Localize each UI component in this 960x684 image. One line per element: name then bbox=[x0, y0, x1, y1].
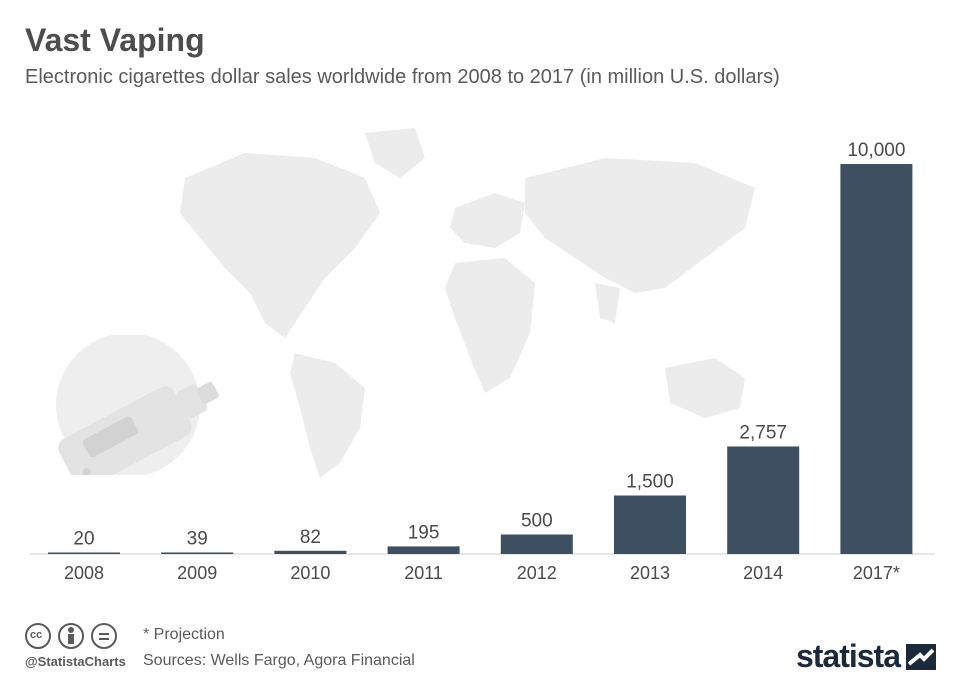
value-label-2014: 2,757 bbox=[739, 422, 787, 443]
bar-2013 bbox=[614, 495, 686, 554]
value-label-2012: 500 bbox=[521, 511, 553, 532]
tick-label-2008: 2008 bbox=[64, 563, 104, 583]
tick-label-2017: 2017* bbox=[853, 563, 900, 583]
tick-label-2014: 2014 bbox=[743, 563, 783, 583]
value-label-2017: 10,000 bbox=[847, 140, 905, 161]
tick-label-2013: 2013 bbox=[630, 563, 670, 583]
tick-label-2010: 2010 bbox=[290, 563, 330, 583]
bar-chart: 20 39 82 195 500 1,500 2,757 10,000 2008 2009 201… bbox=[30, 140, 935, 583]
value-label-2008: 20 bbox=[73, 529, 94, 550]
subtitle: Electronic cigarettes dollar sales world… bbox=[25, 66, 780, 88]
bar-2012 bbox=[500, 534, 573, 554]
bar-2009 bbox=[161, 552, 234, 554]
bar-2011 bbox=[387, 546, 460, 554]
statista-logo-icon bbox=[906, 643, 936, 670]
projection-note: * Projection bbox=[143, 626, 225, 643]
no-derivatives-icon bbox=[91, 623, 117, 649]
statista-handle[interactable]: @StatistaCharts bbox=[25, 654, 126, 669]
sources: Sources: Wells Fargo, Agora Financial bbox=[143, 652, 415, 669]
cc-icon: cc bbox=[25, 623, 51, 649]
tick-label-2011: 2011 bbox=[404, 563, 443, 583]
value-label-2013: 1,500 bbox=[626, 472, 674, 493]
value-label-2009: 39 bbox=[187, 528, 208, 549]
bar-2017 bbox=[840, 164, 913, 554]
bar-2010 bbox=[274, 550, 347, 554]
value-label-2011: 195 bbox=[408, 522, 440, 543]
tick-label-2012: 2012 bbox=[517, 563, 557, 583]
title: Vast Vaping bbox=[25, 22, 205, 58]
bar-2008 bbox=[48, 552, 120, 554]
license-icons: cc bbox=[25, 623, 117, 649]
attribution-icon bbox=[58, 623, 84, 649]
value-label-2010: 82 bbox=[300, 527, 321, 548]
statista-brand[interactable]: statista bbox=[796, 638, 936, 675]
tick-label-2009: 2009 bbox=[177, 563, 217, 583]
world-map-background bbox=[180, 128, 755, 478]
vape-device-illustration bbox=[56, 335, 219, 475]
bar-2014 bbox=[727, 446, 800, 554]
statista-wordmark: statista bbox=[795, 638, 901, 674]
